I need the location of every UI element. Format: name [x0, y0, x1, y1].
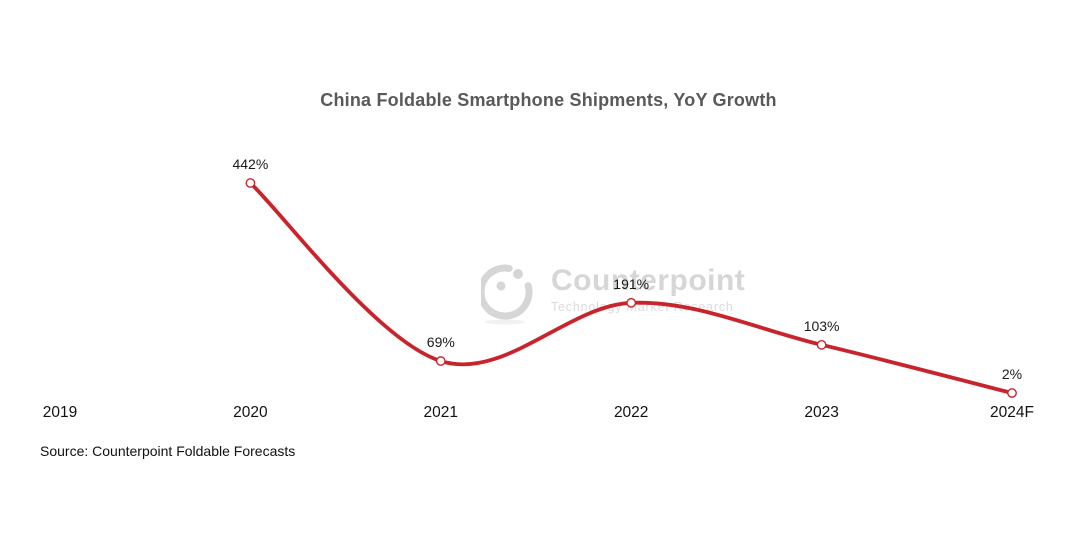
data-point-marker — [435, 356, 446, 366]
data-point-marker — [1007, 388, 1017, 398]
data-point-marker — [245, 178, 256, 188]
data-point-marker — [816, 339, 827, 350]
growth-line — [248, 181, 1014, 395]
watermark-brand: Counterpoint — [551, 264, 746, 297]
data-point-marker — [626, 297, 637, 308]
source-note: Source: Counterpoint Foldable Forecasts — [40, 443, 296, 459]
chart-title: China Foldable Smartphone Shipments, YoY… — [320, 90, 777, 110]
counterpoint-logo-icon — [481, 264, 533, 325]
